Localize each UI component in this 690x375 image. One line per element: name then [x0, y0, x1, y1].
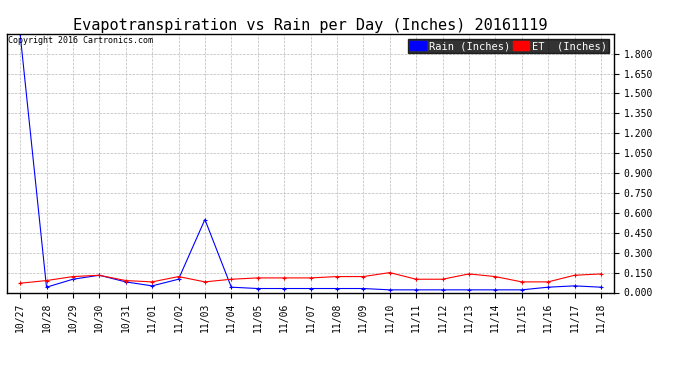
Title: Evapotranspiration vs Rain per Day (Inches) 20161119: Evapotranspiration vs Rain per Day (Inch…	[73, 18, 548, 33]
Legend: Rain (Inches), ET  (Inches): Rain (Inches), ET (Inches)	[408, 39, 609, 53]
Text: Copyright 2016 Cartronics.com: Copyright 2016 Cartronics.com	[8, 36, 152, 45]
